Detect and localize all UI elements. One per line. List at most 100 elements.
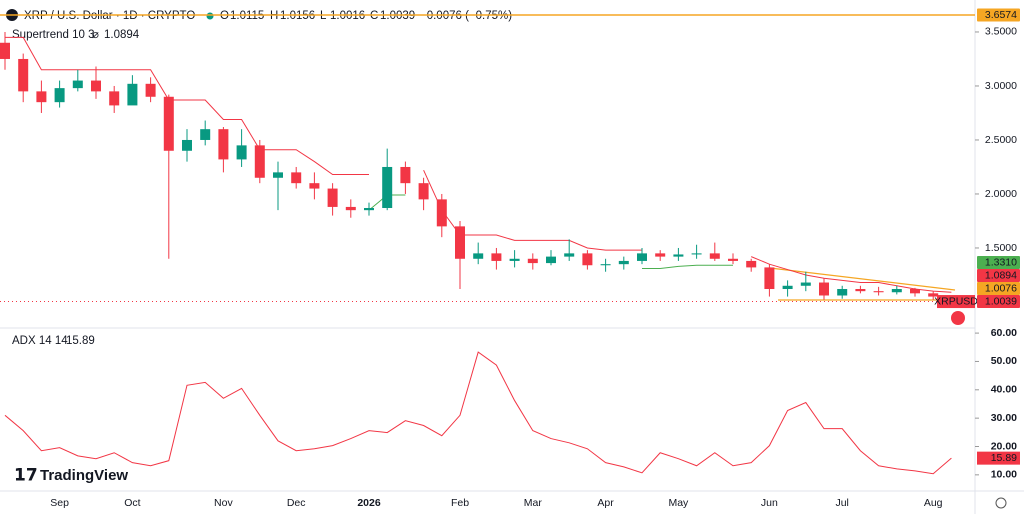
x-tick-label: Apr [597,497,614,509]
candle-body [691,253,702,255]
x-tick-label: Oct [124,497,140,509]
candle-body [109,91,120,106]
ohlc-value: 1.0016 [330,10,365,22]
x-tick-label: Sep [50,497,69,509]
candle-body [163,96,174,151]
candle-body [782,285,793,290]
candle-body [873,291,884,293]
price-badge [977,295,1020,309]
x-tick-label: Dec [287,497,306,509]
candle-body [673,254,684,257]
candle-body [655,253,666,257]
candle-body [182,139,192,151]
candle-body [236,145,247,160]
trendline[interactable] [769,267,956,291]
candle-body [928,293,939,297]
candle-body [36,91,47,103]
candle-body [127,83,138,106]
flag-icon[interactable] [951,311,965,325]
y-tick-label: 10.00 [991,469,1017,481]
candle-body [600,264,611,266]
symbol-badge [937,295,975,309]
candle-body [455,226,465,259]
y-tick-label: 3.0000 [985,80,1017,92]
settings-icon[interactable] [995,497,1007,509]
x-tick-label: Jun [761,497,778,509]
ohlc-value: 1.0039 [380,10,415,22]
ohlc-key: C [370,10,378,22]
candle-body [800,282,811,286]
candle-body [418,183,429,200]
candle-body [618,260,629,265]
candle-body [819,282,829,296]
y-tick-label: 2.0000 [985,188,1017,200]
candle-body [637,253,647,261]
ohlc-key: O [220,10,229,22]
ohlc-key: L [320,10,327,22]
candle-body [546,256,556,264]
y-tick-label: 40.00 [991,384,1017,396]
price-badge [977,256,1020,270]
candle-body [218,129,229,160]
candle-body [436,199,447,227]
x-tick-label: 2026 [357,497,381,509]
candle-body [527,258,538,264]
candle-body [254,145,265,178]
price-badge-label: 1.3310 [985,256,1017,268]
candle-body [382,166,393,209]
candle-body [891,289,902,293]
candle-body [400,166,411,184]
candle-body [91,80,101,92]
candle-body [18,58,29,92]
ohlc-value: 1.0156 [280,10,315,22]
logo-mark[interactable]: 𝟭𝟳 [14,465,38,484]
y-tick-label: 3.5000 [985,26,1017,38]
status-dot [206,12,214,20]
adx-label[interactable]: ADX 14 14 [12,335,68,347]
change: −0.0076 (−0.75%) [420,10,512,22]
supertrend-label[interactable]: Supertrend 10 3 [12,29,94,41]
ohlc-key: H [270,10,278,22]
eye-icon[interactable]: ⌀ [92,29,99,41]
symbol-title[interactable]: XRP / U.S. Dollar · 1D · CRYPTO [24,10,195,22]
candle-body [746,260,757,268]
ohlc-value: 1.0115 [230,10,264,22]
candle-body [145,83,156,97]
candle-body [509,258,520,261]
candle-body [564,253,575,257]
price-badge-label: 3.6574 [985,9,1017,21]
price-badge-label: 1.0039 [985,295,1017,307]
candle-body [327,188,338,207]
candle-body [728,258,738,261]
candle-body [0,42,10,59]
candle-body [273,172,283,178]
price-badge-label: 15.89 [991,452,1017,464]
candle-body [837,289,848,296]
price-badge-label: 1.0076 [985,282,1017,294]
x-tick-label: Mar [524,497,543,509]
y-tick-label: 2.5000 [985,134,1017,146]
price-badge [977,451,1020,465]
x-tick-label: Jul [835,497,848,509]
y-tick-label: 20.00 [991,440,1017,452]
logo-text[interactable]: TradingView [40,467,128,484]
y-tick-label: 30.00 [991,412,1017,424]
y-tick-label: 1.5000 [985,242,1017,254]
candle-body [291,172,302,184]
y-tick-label: 50.00 [991,355,1017,367]
x-tick-label: May [668,497,689,509]
candle-body [709,253,720,259]
candle-body [473,253,484,259]
price-badge [977,269,1020,283]
candle-body [582,253,593,266]
candle-body [72,80,83,89]
symbol-label: XRPUSD [934,295,978,307]
price-badge [977,8,1020,22]
candle-body [910,289,920,294]
candle-body [364,208,374,211]
supertrend-value: 1.0894 [104,29,140,41]
candle-body [764,267,775,290]
price-badge-label: 1.0894 [985,269,1017,281]
